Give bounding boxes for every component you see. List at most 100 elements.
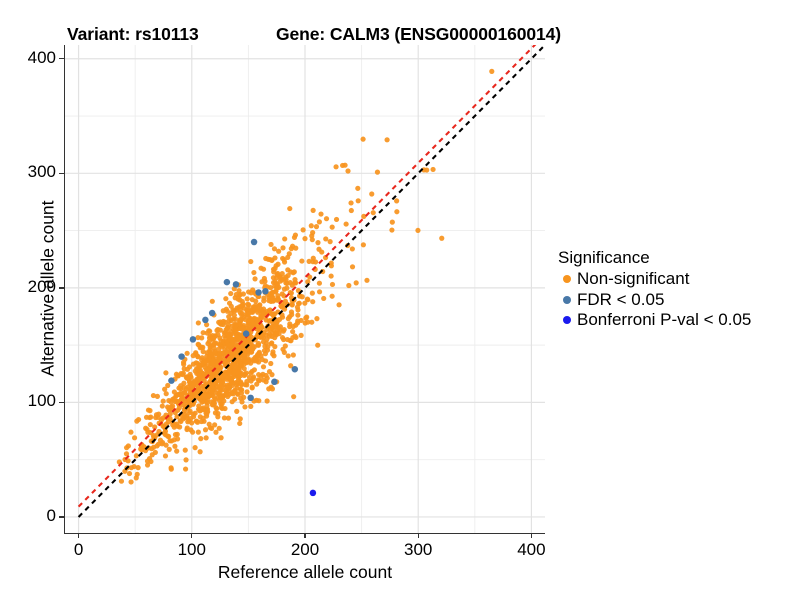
x-tick-mark (77, 533, 80, 538)
legend-item[interactable]: Bonferroni P-val < 0.05 (558, 310, 798, 331)
data-point-non-significant (273, 321, 279, 327)
data-point-non-significant (234, 408, 240, 414)
data-point-non-significant (389, 227, 395, 233)
data-point-non-significant (210, 358, 216, 364)
data-point-non-significant (234, 355, 240, 361)
data-point-non-significant (187, 371, 193, 377)
y-tick-label: 200 (27, 276, 56, 296)
data-point-non-significant (248, 334, 254, 340)
data-point-non-significant (241, 372, 247, 378)
data-point-non-significant (154, 443, 160, 449)
data-point-non-significant (165, 382, 171, 389)
data-point-non-significant (249, 384, 255, 390)
data-point-non-significant (192, 410, 198, 416)
data-point-fdr (271, 378, 278, 386)
data-point-non-significant (328, 273, 334, 279)
data-point-non-significant (214, 327, 220, 334)
data-point-non-significant (275, 270, 281, 277)
data-point-non-significant (336, 302, 342, 308)
data-point-non-significant (244, 296, 250, 302)
data-point-non-significant (204, 403, 210, 409)
data-point-non-significant (223, 296, 229, 302)
data-point-non-significant (264, 398, 270, 404)
data-point-non-significant (249, 368, 255, 374)
data-point-non-significant (439, 235, 445, 241)
data-point-fdr (168, 377, 175, 384)
data-point-non-significant (291, 394, 297, 400)
data-point-non-significant (173, 371, 180, 377)
data-point-non-significant (177, 417, 183, 424)
data-point-non-significant (172, 443, 178, 449)
data-point-non-significant (128, 465, 134, 471)
data-point-non-significant (209, 298, 215, 304)
data-point-non-significant (134, 471, 140, 477)
data-point-non-significant (270, 294, 276, 300)
data-point-non-significant (250, 287, 256, 293)
data-point-non-significant (176, 405, 182, 411)
data-point-non-significant (174, 448, 180, 454)
data-point-non-significant (197, 367, 203, 373)
data-point-non-significant (370, 210, 376, 216)
data-point-non-significant (237, 420, 243, 427)
data-point-non-significant (232, 322, 239, 328)
gridlines (65, 45, 545, 533)
data-point-non-significant (187, 388, 193, 394)
data-point-non-significant (290, 323, 296, 330)
data-point-non-significant (282, 236, 288, 242)
data-point-non-significant (128, 479, 134, 485)
fit-line (77, 45, 537, 508)
gene-title: Gene: CALM3 (ENSG00000160014) (275, 23, 561, 44)
legend-item[interactable]: FDR < 0.05 (558, 290, 798, 311)
data-point-fdr (189, 336, 197, 343)
plot-panel (65, 45, 545, 533)
data-point-non-significant (228, 331, 234, 338)
data-point-non-significant (261, 309, 267, 315)
data-point-non-significant (266, 297, 272, 304)
legend-item-label: Bonferroni P-val < 0.05 (577, 310, 752, 330)
data-point-non-significant (186, 397, 192, 403)
data-point-non-significant (281, 257, 287, 263)
data-point-non-significant (303, 315, 309, 321)
data-point-non-significant (261, 275, 267, 282)
data-point-non-significant (233, 349, 239, 355)
data-point-fdr (178, 353, 185, 360)
data-point-non-significant (299, 294, 305, 300)
data-point-non-significant (196, 396, 203, 402)
data-point-non-significant (349, 246, 355, 252)
data-point-fdr (291, 365, 299, 373)
data-point-non-significant (272, 335, 278, 341)
data-point-non-significant (183, 457, 189, 463)
x-tick-mark (304, 533, 306, 538)
data-point-non-significant (262, 351, 269, 357)
data-point-non-significant (394, 198, 400, 204)
data-point-non-significant (174, 414, 180, 420)
data-point-non-significant (249, 346, 256, 352)
data-point-non-significant (174, 431, 180, 437)
data-point-non-significant (123, 451, 130, 457)
data-point-non-significant (292, 333, 298, 339)
data-point-non-significant (285, 353, 291, 359)
data-point-non-significant (275, 296, 281, 302)
data-point-non-significant (263, 255, 269, 262)
data-point-non-significant (198, 344, 205, 351)
data-point-non-significant (193, 351, 199, 357)
data-point-non-significant (218, 364, 224, 370)
data-point-non-significant (346, 282, 352, 289)
data-point-non-significant (235, 376, 242, 383)
y-tick-label: 0 (46, 505, 56, 525)
data-point-non-significant (307, 274, 313, 280)
data-point-non-significant (272, 344, 278, 350)
data-point-non-significant (241, 305, 247, 311)
legend-item[interactable]: Non-significant (558, 269, 798, 290)
data-point-non-significant (201, 394, 208, 400)
data-point-non-significant (316, 219, 322, 225)
data-point-non-significant (184, 425, 190, 431)
data-point-non-significant (285, 316, 291, 322)
data-point-non-significant (271, 353, 277, 359)
data-point-non-significant (211, 341, 217, 347)
data-point-non-significant (219, 405, 225, 411)
data-point-non-significant (260, 339, 267, 345)
data-point-non-significant (355, 185, 361, 191)
data-point-non-significant (348, 200, 354, 206)
data-point-non-significant (289, 312, 295, 318)
